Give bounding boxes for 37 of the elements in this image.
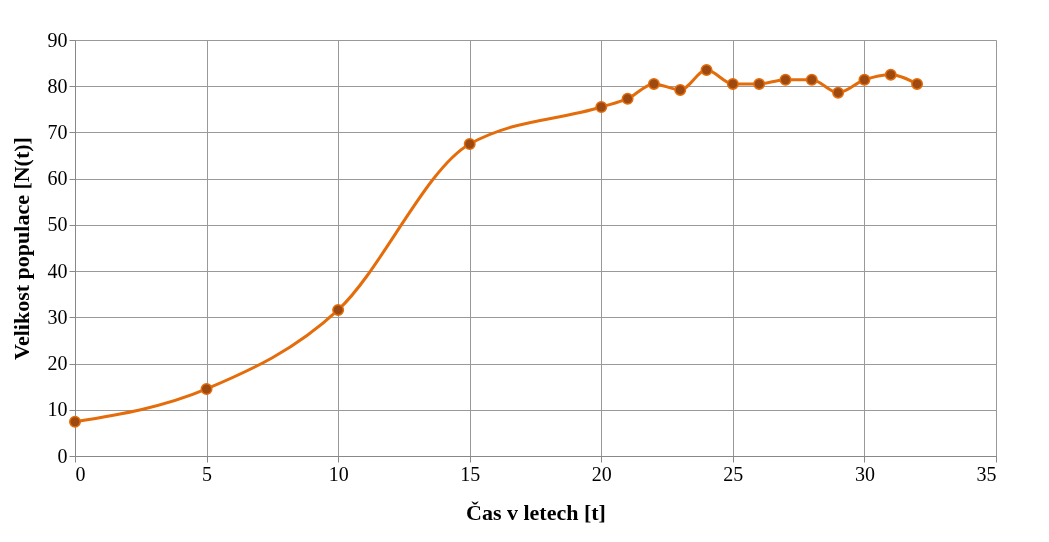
x-tick-label: 25 — [723, 462, 744, 485]
point — [647, 77, 660, 90]
point — [858, 73, 871, 86]
y-tick-label: 60 — [47, 167, 68, 190]
x-tick-label: 15 — [460, 462, 481, 485]
point — [884, 68, 897, 81]
y-tick-label: 70 — [47, 120, 68, 143]
x-tick-label: 0 — [75, 462, 86, 485]
y-axis-title: Velikost populace [N(t)] — [8, 137, 34, 360]
point — [463, 138, 476, 150]
point — [832, 86, 845, 99]
y-tick-label: 50 — [47, 213, 68, 236]
x-axis-title: Čas v letech [t] — [466, 499, 606, 525]
y-tick-label: 90 — [47, 28, 68, 51]
x-tick-label: 30 — [854, 462, 875, 485]
point — [674, 83, 687, 96]
point — [700, 64, 713, 77]
point — [753, 77, 766, 90]
point — [621, 92, 634, 105]
point — [911, 77, 924, 90]
y-tick-label: 40 — [47, 259, 68, 282]
point — [726, 77, 739, 90]
y-tick-label: 80 — [47, 74, 68, 97]
y-tick-label: 0 — [57, 444, 68, 467]
x-tick-label: 5 — [202, 462, 213, 485]
x-tick-label: 10 — [328, 462, 349, 485]
point — [805, 73, 818, 86]
point — [779, 73, 792, 86]
point — [200, 382, 213, 395]
point — [332, 303, 345, 316]
point — [69, 415, 81, 428]
y-tick-label: 20 — [47, 352, 68, 375]
y-tick-label: 10 — [47, 398, 68, 421]
y-tick-label: 30 — [47, 305, 68, 328]
point — [595, 101, 608, 114]
x-tick-label: 35 — [976, 462, 997, 485]
x-tick-label: 20 — [591, 462, 612, 485]
